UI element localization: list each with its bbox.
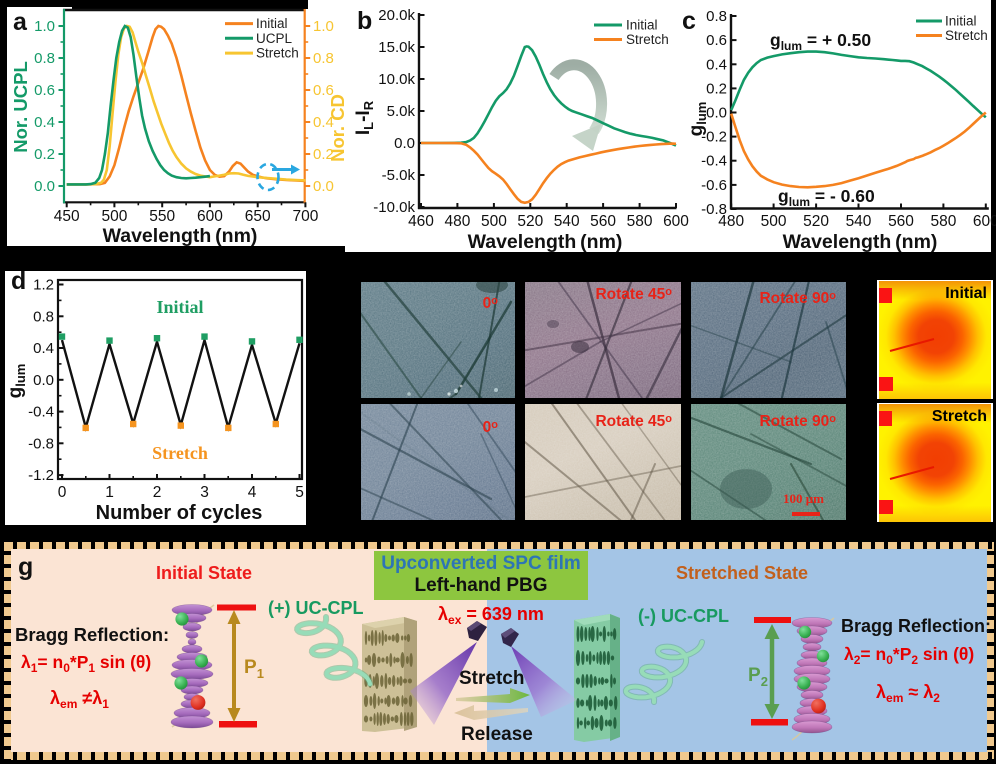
- svg-text:-5.0k: -5.0k: [382, 167, 416, 184]
- svg-text:-0.4: -0.4: [28, 404, 54, 421]
- svg-text:0: 0: [58, 484, 67, 501]
- svg-text:520: 520: [803, 213, 829, 230]
- svg-text:0.8: 0.8: [34, 50, 55, 67]
- svg-text:0.4: 0.4: [313, 114, 334, 131]
- svg-text:P2: P2: [748, 665, 768, 689]
- svg-text:4: 4: [248, 484, 257, 501]
- svg-text:-1.2: -1.2: [28, 467, 54, 484]
- svg-text:1: 1: [105, 484, 114, 501]
- svg-text:0.0: 0.0: [34, 178, 55, 195]
- svg-text:Stretch: Stretch: [945, 28, 988, 43]
- svg-text:-0.6: -0.6: [701, 177, 727, 194]
- svg-text:15.0k: 15.0k: [378, 39, 415, 56]
- svg-text:-0.8: -0.8: [701, 201, 727, 218]
- svg-text:650: 650: [245, 208, 271, 225]
- svg-text:560: 560: [590, 213, 616, 230]
- svg-text:0.2: 0.2: [706, 80, 727, 97]
- svg-text:-0.2: -0.2: [701, 129, 727, 146]
- svg-text:0.8: 0.8: [706, 8, 727, 25]
- svg-text:550: 550: [149, 208, 175, 225]
- svg-text:1.0: 1.0: [34, 18, 55, 35]
- svg-text:UCPL: UCPL: [256, 31, 293, 46]
- svg-text:IL-IR: IL-IR: [353, 100, 376, 135]
- svg-text:480: 480: [718, 213, 744, 230]
- svg-text:5: 5: [295, 484, 304, 501]
- svg-text:glum: glum: [686, 102, 709, 137]
- svg-text:Nor. CD: Nor. CD: [327, 94, 348, 162]
- svg-text:Initial: Initial: [256, 16, 288, 31]
- svg-text:600: 600: [663, 213, 689, 230]
- svg-text:Number of cycles: Number of cycles: [96, 502, 263, 524]
- svg-text:1.0: 1.0: [313, 18, 334, 35]
- svg-text:600: 600: [197, 208, 223, 225]
- svg-text:0.0: 0.0: [33, 372, 54, 389]
- svg-text:0.4: 0.4: [33, 340, 54, 357]
- svg-text:450: 450: [54, 208, 80, 225]
- svg-text:Wavelength (nm): Wavelength (nm): [783, 231, 938, 253]
- svg-text:Initial: Initial: [626, 18, 658, 33]
- svg-text:-0.4: -0.4: [701, 153, 727, 170]
- svg-text:Nor. UCPL: Nor. UCPL: [10, 61, 31, 152]
- svg-text:700: 700: [292, 208, 318, 225]
- svg-text:20.0k: 20.0k: [378, 7, 415, 24]
- svg-text:0.0: 0.0: [706, 105, 727, 122]
- svg-text:0.2: 0.2: [313, 146, 334, 163]
- svg-text:580: 580: [930, 213, 956, 230]
- svg-text:glum: glum: [5, 364, 28, 399]
- svg-text:520: 520: [517, 213, 543, 230]
- svg-text:500: 500: [761, 213, 787, 230]
- svg-text:Initial: Initial: [156, 297, 203, 317]
- svg-text:0.6: 0.6: [34, 82, 55, 99]
- svg-text:540: 540: [846, 213, 872, 230]
- svg-text:5.0k: 5.0k: [387, 103, 416, 120]
- svg-text:460: 460: [408, 213, 434, 230]
- svg-text:0.6: 0.6: [706, 32, 727, 49]
- svg-text:Wavelength (nm): Wavelength (nm): [468, 231, 623, 253]
- svg-text:0.4: 0.4: [34, 114, 55, 131]
- svg-text:2: 2: [153, 484, 162, 501]
- svg-text:Wavelength (nm): Wavelength (nm): [103, 225, 258, 247]
- svg-text:0.8: 0.8: [33, 308, 54, 325]
- svg-text:P1: P1: [244, 657, 264, 681]
- svg-text:-0.8: -0.8: [28, 435, 54, 452]
- svg-text:Initial: Initial: [945, 14, 977, 29]
- svg-text:0.6: 0.6: [313, 82, 334, 99]
- svg-text:480: 480: [444, 213, 470, 230]
- svg-text:glum = - 0.60: glum = - 0.60: [778, 186, 875, 209]
- svg-text:10.0k: 10.0k: [378, 71, 415, 88]
- svg-text:1.2: 1.2: [33, 277, 54, 294]
- svg-text:500: 500: [101, 208, 127, 225]
- svg-text:580: 580: [627, 213, 653, 230]
- svg-text:0.0: 0.0: [313, 178, 334, 195]
- svg-text:-10.0k: -10.0k: [373, 199, 415, 216]
- svg-text:540: 540: [554, 213, 580, 230]
- svg-text:500: 500: [481, 213, 507, 230]
- svg-text:560: 560: [888, 213, 914, 230]
- svg-text:600: 600: [973, 213, 996, 230]
- svg-text:Stretch: Stretch: [256, 46, 299, 61]
- svg-text:0.2: 0.2: [34, 146, 55, 163]
- svg-text:glum = + 0.50: glum = + 0.50: [770, 30, 871, 53]
- svg-text:0.8: 0.8: [313, 50, 334, 67]
- svg-text:0.0: 0.0: [394, 135, 415, 152]
- svg-text:Stretch: Stretch: [626, 32, 669, 47]
- svg-text:Stretch: Stretch: [152, 443, 208, 463]
- svg-text:0.4: 0.4: [706, 56, 727, 73]
- svg-text:3: 3: [200, 484, 209, 501]
